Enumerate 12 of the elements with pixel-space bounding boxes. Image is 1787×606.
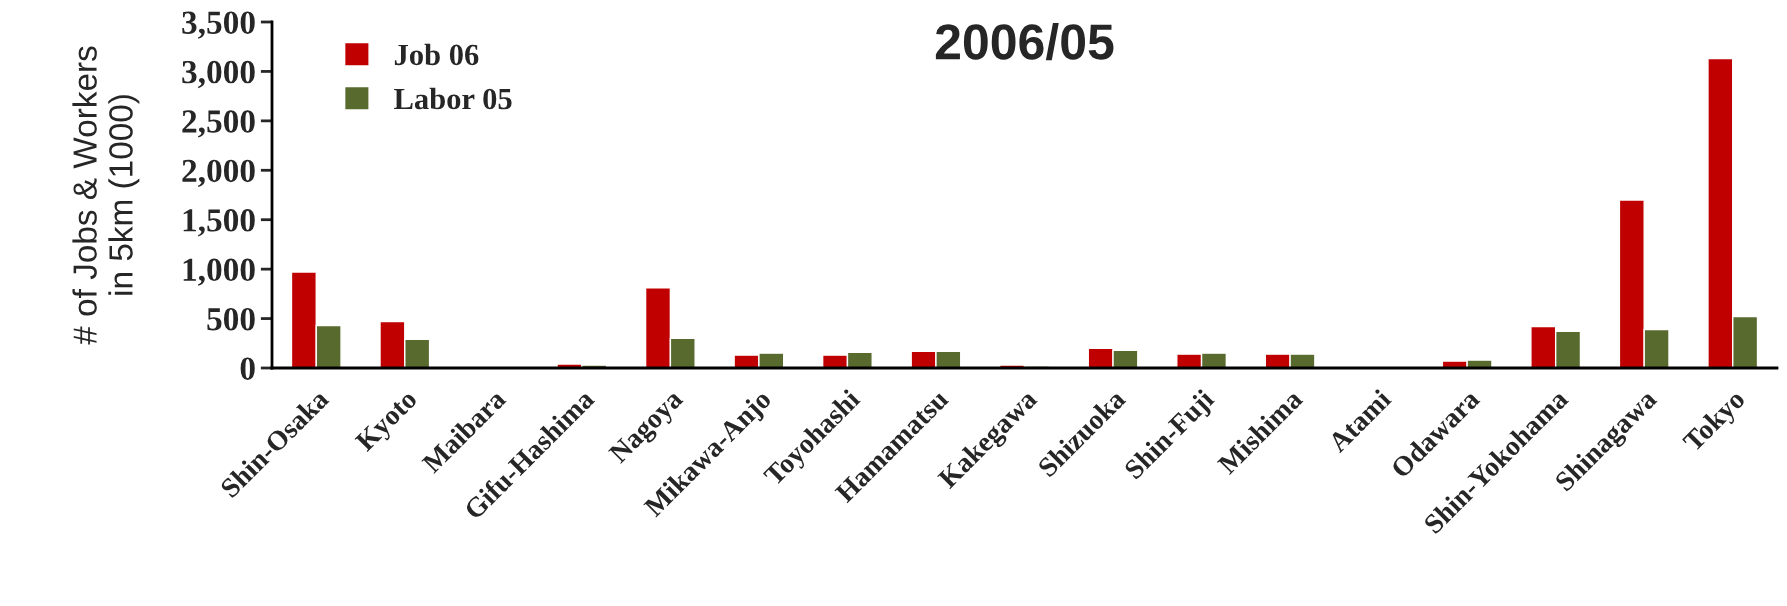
y-tick-label: 2,500: [182, 110, 255, 138]
y-tick-label: 2,000: [182, 159, 255, 188]
y-tick-label: 1,000: [183, 258, 255, 286]
y-tick-label: 500: [207, 307, 255, 331]
y-axis-title: # of Jobs & Workers in 5km (1000): [72, 46, 140, 345]
legend-label: Job 06: [394, 43, 479, 66]
y-tick-label: 3,500: [182, 11, 255, 39]
y-tick-label: 0: [240, 357, 255, 380]
y-tick-label: 1,500: [183, 209, 255, 237]
legend-label: Labor 05: [394, 87, 512, 110]
chart-title: 2006/05: [935, 22, 1114, 61]
y-tick-label: 3,000: [182, 60, 255, 89]
